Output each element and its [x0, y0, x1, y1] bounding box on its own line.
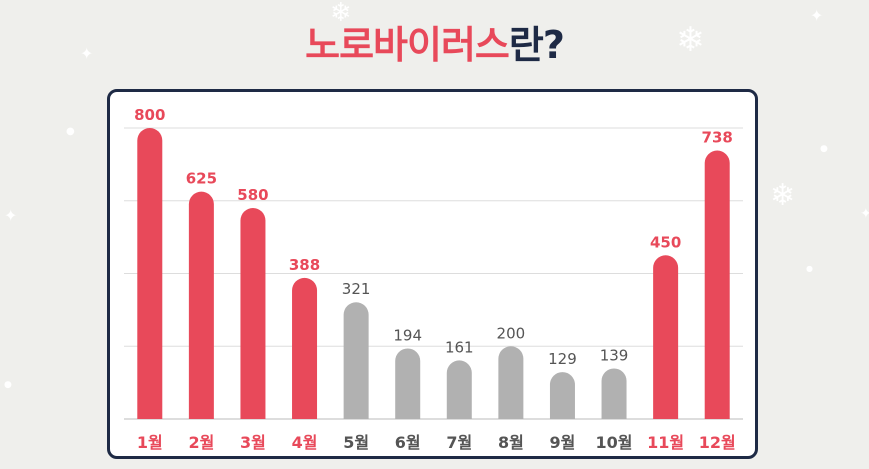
- x-tick-label: 11월: [647, 433, 684, 452]
- data-label: 129: [548, 350, 577, 368]
- x-tick-label: 8월: [498, 433, 524, 452]
- dot-icon: ●: [820, 144, 828, 154]
- data-label: 625: [186, 170, 217, 188]
- bar: [395, 348, 421, 419]
- bar: [601, 368, 627, 419]
- snowflake-icon: ❄: [676, 20, 705, 60]
- dot-icon: ●: [4, 380, 12, 390]
- page-title: 노로바이러스란?: [0, 14, 869, 69]
- x-tick-label: 7월: [446, 433, 472, 452]
- sparkle-icon: ✦: [80, 44, 94, 63]
- bar: [653, 255, 679, 419]
- dot-icon: ●: [806, 264, 813, 273]
- data-label: 321: [342, 280, 371, 298]
- data-label: 738: [702, 129, 733, 147]
- bar: [137, 128, 163, 419]
- x-tick-label: 1월: [137, 433, 163, 452]
- dot-icon: ●: [66, 126, 75, 137]
- data-label: 161: [445, 338, 474, 356]
- bar: [498, 346, 524, 419]
- data-label: 450: [650, 233, 681, 251]
- x-tick-label: 4월: [292, 433, 318, 452]
- bar: [188, 191, 214, 419]
- data-label: 580: [237, 186, 268, 204]
- x-tick-label: 2월: [188, 433, 214, 452]
- x-tick-label: 3월: [240, 433, 266, 452]
- title-highlight: 노로바이러스: [305, 23, 510, 67]
- x-tick-label: 12월: [699, 433, 736, 452]
- bar: [343, 302, 369, 419]
- title-suffix: 란?: [508, 23, 565, 67]
- x-tick-label: 5월: [343, 433, 369, 452]
- bar: [549, 372, 575, 419]
- data-label: 200: [497, 324, 526, 342]
- x-tick-label: 6월: [395, 433, 421, 452]
- sparkle-icon: ✦: [4, 206, 18, 225]
- bar: [446, 360, 472, 419]
- sparkle-icon: ✦: [810, 6, 824, 25]
- data-label: 139: [600, 346, 629, 364]
- x-tick-label: 10월: [596, 433, 633, 452]
- bar: [240, 208, 266, 419]
- sparkle-icon: ✦: [860, 206, 869, 222]
- x-tick-label: 9월: [550, 433, 576, 452]
- snowflake-icon: ❄: [770, 178, 796, 213]
- data-label: 388: [289, 256, 320, 274]
- bar: [704, 150, 730, 420]
- data-label: 800: [134, 106, 165, 124]
- snowflake-icon: ❄: [330, 0, 352, 28]
- bar: [292, 277, 318, 419]
- data-label: 194: [393, 326, 422, 344]
